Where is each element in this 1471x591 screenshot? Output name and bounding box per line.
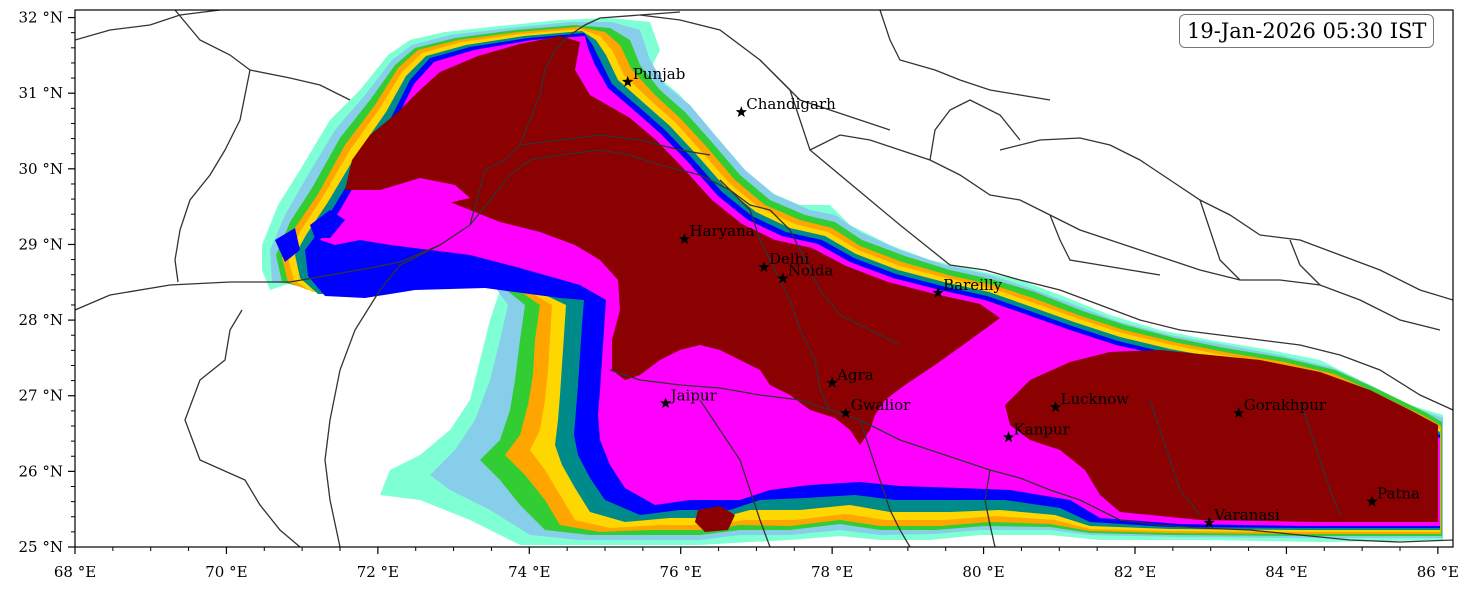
city-star-icon (758, 261, 770, 272)
y-tick-label: 25 °N (19, 538, 63, 556)
timestamp-label: 19-Jan-2026 05:30 IST (1179, 14, 1435, 48)
city-star-icon (777, 272, 789, 284)
x-tick-label: 80 °E (962, 563, 1004, 581)
city-star-icon (622, 75, 634, 87)
x-tick-label: 84 °E (1265, 563, 1307, 581)
x-tick-label: 72 °E (357, 563, 399, 581)
city-star-icon (1366, 495, 1378, 507)
y-tick-label: 26 °N (19, 462, 63, 480)
axis-ticks: 68 °E 70 °E 72 °E 74 °E 76 °E 78 °E 80 °E 82 °E… (19, 9, 1459, 581)
city-label: Patna (1377, 485, 1420, 503)
fog-band-level-8-inner (380, 178, 1030, 432)
x-tick-label: 74 °E (508, 563, 550, 581)
state-borders (75, 10, 1453, 547)
city-label: Agra (836, 366, 874, 384)
city-label: Delhi (769, 250, 809, 268)
y-tick-label: 31 °N (19, 84, 63, 102)
axes-frame (74, 9, 1454, 548)
city-star-icon (1002, 431, 1015, 443)
city-star-icon (678, 233, 691, 244)
y-tick-label: 30 °N (19, 160, 63, 178)
city-label: Bareilly (943, 276, 1002, 294)
fog-band-level-9 (345, 36, 1438, 532)
city-star-icon (659, 397, 672, 409)
y-tick-label: 27 °N (19, 387, 63, 405)
city-star-icon (826, 376, 838, 388)
city-label: Punjab (633, 65, 686, 83)
city-star-icon (1203, 516, 1215, 528)
x-tick-label: 78 °E (811, 563, 853, 581)
city-star-icon (840, 407, 852, 418)
city-label: Chandigarh (746, 95, 836, 113)
x-tick-label: 76 °E (660, 563, 702, 581)
y-tick-label: 28 °N (19, 311, 63, 329)
y-tick-label: 32 °N (19, 9, 63, 27)
x-tick-label: 68 °E (54, 563, 96, 581)
city-star-icon (1049, 401, 1062, 412)
city-label: Kanpur (1014, 420, 1071, 438)
x-tick-label: 82 °E (1114, 563, 1156, 581)
city-label: Gorakhpur (1244, 396, 1327, 414)
city-label: Haryana (690, 222, 755, 240)
city-star-icon (932, 286, 944, 298)
city-label: Varanasi (1213, 506, 1280, 524)
city-star-icon (1233, 407, 1245, 418)
city-label: Gwalior (851, 396, 911, 414)
city-label: Jaipur (669, 386, 718, 404)
city-label: Lucknow (1061, 390, 1130, 408)
fog-band-level-7-west (275, 210, 345, 262)
y-tick-label: 29 °N (19, 235, 63, 253)
x-tick-label: 70 °E (205, 563, 247, 581)
city-star-icon (735, 106, 747, 117)
city-label: Noida (788, 262, 834, 280)
x-tick-label: 86 °E (1417, 563, 1459, 581)
